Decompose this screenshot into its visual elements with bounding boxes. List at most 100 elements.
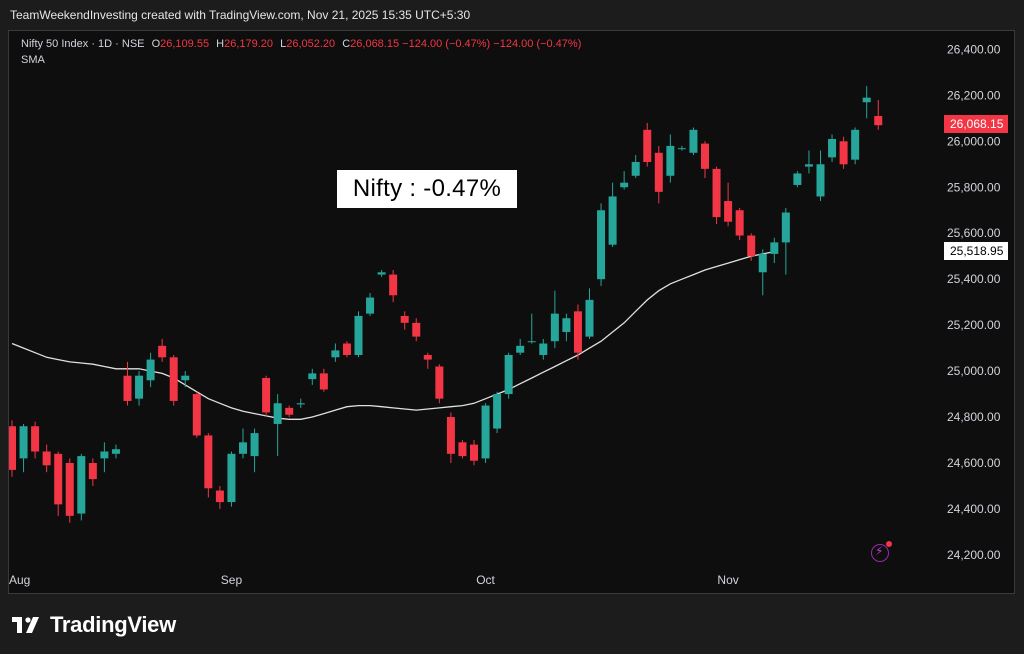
sma-price-label: 25,518.95	[944, 242, 1008, 260]
candle-body	[377, 272, 386, 275]
legend-indicator-sma[interactable]: SMA	[21, 54, 45, 66]
candle-body	[828, 139, 837, 158]
tradingview-logo-icon	[12, 617, 39, 633]
candle	[493, 391, 502, 434]
candle-body	[597, 210, 606, 280]
legend-high-label: H	[216, 38, 225, 50]
last-price-label: 26,068.15	[944, 115, 1008, 133]
candle	[9, 420, 16, 477]
candle	[631, 155, 640, 179]
price-chart[interactable]: 26,400.00 26,200.00 26,000.00 25,800.00 25,6…	[9, 31, 1014, 593]
candle-body	[146, 359, 155, 381]
candle	[562, 313, 571, 342]
candle-body	[677, 148, 686, 150]
candle-body	[412, 322, 421, 337]
candle	[192, 391, 201, 438]
legend-change-2: −124.00 (−0.47%)	[493, 38, 582, 50]
candle	[677, 145, 686, 151]
candle-body	[550, 313, 559, 342]
candle-body	[654, 152, 663, 192]
candle-body	[781, 212, 790, 243]
y-tick-label: 26,000.00	[947, 134, 1001, 148]
candle-body	[296, 403, 305, 405]
y-axis: 26,400.00 26,200.00 26,000.00 25,800.00 25,6…	[947, 42, 1001, 562]
x-tick-label: Sep	[221, 573, 243, 587]
chart-legend: Nifty 50 Index · 1D · NSE O26,109.55 H26…	[21, 38, 581, 50]
x-tick-label: Aug	[9, 573, 30, 587]
candle	[527, 313, 536, 344]
candle-body	[620, 182, 629, 188]
candle	[262, 375, 271, 418]
candle-body	[562, 318, 571, 333]
x-axis: Aug Sep Oct Nov	[9, 573, 739, 587]
candle	[539, 338, 548, 360]
candle	[828, 134, 837, 162]
tradingview-logo[interactable]: TradingView	[12, 610, 176, 640]
candle	[135, 371, 144, 406]
legend-close: 26,068.15	[350, 38, 400, 50]
candle-body	[573, 311, 582, 353]
candle	[308, 368, 317, 385]
candle	[781, 207, 790, 275]
candle-body	[666, 145, 675, 176]
candle-body	[516, 345, 525, 353]
y-tick-label: 25,800.00	[947, 180, 1001, 194]
candle-body	[169, 357, 178, 401]
legend-close-label: C	[342, 38, 351, 50]
candle	[504, 352, 513, 399]
candle-body	[319, 373, 328, 390]
lightning-bolt-icon[interactable]: ⚡	[871, 541, 892, 562]
candle-body	[735, 210, 744, 236]
candle-body	[77, 456, 86, 514]
candles	[9, 86, 883, 523]
candle	[573, 304, 582, 360]
candle-body	[42, 451, 51, 466]
candle-body	[239, 442, 247, 454]
candle-body	[631, 161, 640, 176]
candle	[735, 207, 744, 241]
candle	[331, 343, 340, 362]
candle-body	[816, 164, 825, 197]
x-tick-label: Nov	[717, 573, 738, 587]
y-tick-label: 24,600.00	[947, 456, 1001, 470]
candle-body	[747, 235, 756, 257]
candle	[550, 290, 559, 349]
candle-body	[758, 253, 767, 273]
candle	[88, 458, 97, 486]
candle-body	[250, 433, 259, 457]
chart-caption: TeamWeekendInvesting created with Tradin…	[10, 8, 471, 22]
candle-body	[54, 453, 63, 505]
candle-body	[770, 242, 779, 254]
y-tick-label: 24,200.00	[947, 548, 1001, 562]
candle	[712, 166, 721, 225]
candle	[42, 444, 51, 473]
candle-body	[585, 299, 594, 337]
brand-name: TradingView	[50, 612, 176, 637]
candle	[747, 233, 756, 261]
y-tick-label: 24,400.00	[947, 502, 1001, 516]
y-tick-label: 24,800.00	[947, 410, 1001, 424]
candle-body	[88, 463, 97, 480]
candle	[643, 122, 652, 167]
candle	[423, 352, 432, 369]
candle	[689, 127, 698, 156]
chart-panel[interactable]: 26,400.00 26,200.00 26,000.00 25,800.00 25,6…	[8, 30, 1015, 594]
candle-body	[481, 405, 490, 459]
candle-body	[9, 426, 16, 470]
candle	[19, 423, 28, 473]
candle-body	[19, 426, 28, 459]
candle	[597, 203, 606, 287]
y-tick-label: 25,200.00	[947, 318, 1001, 332]
candle-body	[458, 442, 467, 457]
candle	[227, 451, 236, 507]
candle-body	[342, 343, 351, 355]
candle-body	[470, 444, 478, 461]
candle	[111, 444, 120, 459]
candle-body	[285, 407, 294, 415]
candle-body	[273, 403, 282, 424]
candle	[239, 428, 247, 459]
sma-line	[11, 250, 775, 420]
candle-body	[724, 201, 733, 222]
candle	[389, 269, 398, 303]
candle-body	[65, 463, 74, 516]
